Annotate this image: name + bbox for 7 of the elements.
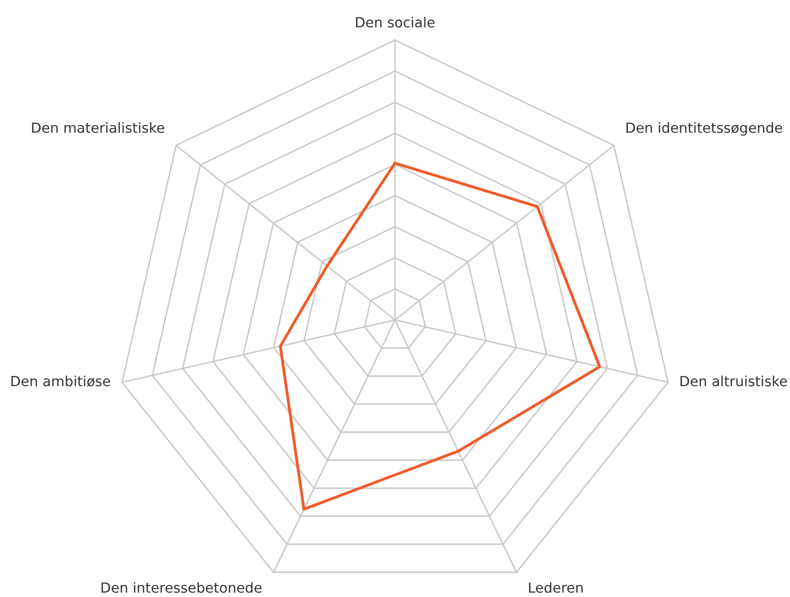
spoke-label: Den interessebetonede: [102, 582, 262, 593]
spoke-label: Den ambitiøse: [11, 376, 110, 387]
spoke-label: Den identitetssøgende: [626, 122, 782, 136]
spoke-label: Den materialistiske: [32, 122, 164, 133]
spoke-label: Den sociale: [356, 16, 435, 28]
spoke-label: Lederen: [529, 582, 583, 593]
spoke-label: Den altruistiske: [680, 376, 787, 386]
